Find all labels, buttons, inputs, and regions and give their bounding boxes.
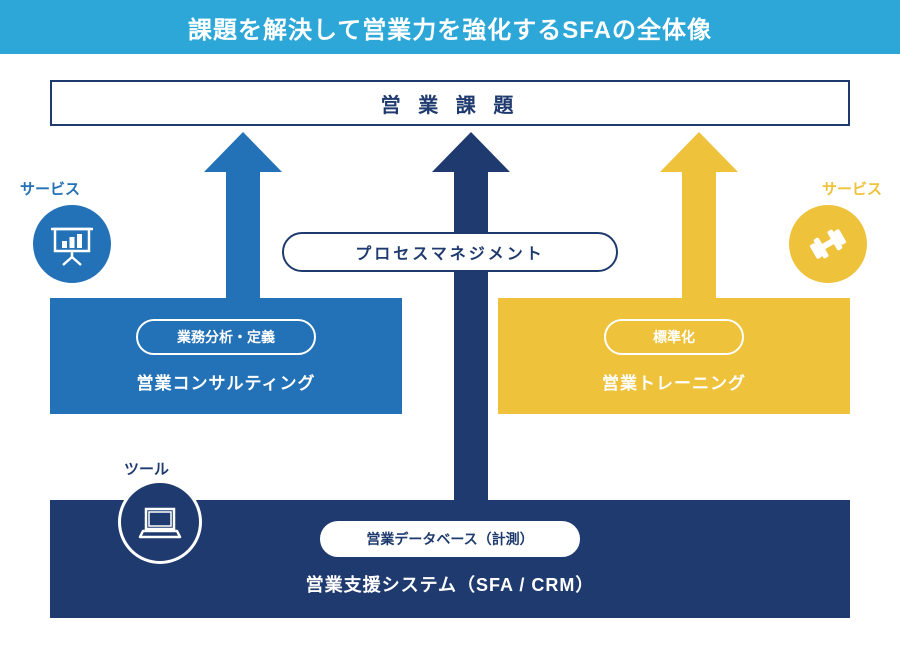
system-title: 営業支援システム（SFA / CRM） <box>306 571 595 597</box>
arrow-center-head <box>432 132 510 172</box>
arrow-right <box>660 132 738 304</box>
title-bar: 課題を解決して営業力を強化するSFAの全体像 <box>0 0 900 54</box>
issues-box: 営 業 課 題 <box>50 80 850 126</box>
arrow-left-head <box>204 132 282 172</box>
tool-circle <box>118 480 202 564</box>
process-pill: プロセスマネジメント <box>282 232 618 272</box>
consulting-pill: 業務分析・定義 <box>136 319 316 355</box>
training-pill: 標準化 <box>604 319 744 355</box>
service-label-left: サービス <box>20 178 80 199</box>
title-text: 課題を解決して営業力を強化するSFAの全体像 <box>188 10 712 45</box>
process-pill-text: プロセスマネジメント <box>355 240 545 264</box>
dumbbell-icon <box>803 219 853 269</box>
arrow-right-head <box>660 132 738 172</box>
presentation-chart-icon <box>49 221 95 267</box>
arrow-right-shaft <box>682 172 716 304</box>
arrow-center-shaft <box>454 172 488 502</box>
tool-label: ツール <box>124 458 169 479</box>
training-block: 標準化 営業トレーニング <box>498 298 850 414</box>
consulting-title: 営業コンサルティング <box>137 369 316 394</box>
laptop-icon <box>135 497 185 547</box>
system-pill: 営業データベース（計測） <box>320 521 580 557</box>
arrow-left-shaft <box>226 172 260 304</box>
training-title: 営業トレーニング <box>602 369 746 394</box>
service-label-right: サービス <box>822 178 882 199</box>
service-left-circle <box>30 202 114 286</box>
arrow-left <box>204 132 282 304</box>
consulting-block: 業務分析・定義 営業コンサルティング <box>50 298 402 414</box>
service-right-circle <box>786 202 870 286</box>
issues-box-text: 営 業 課 題 <box>381 89 520 118</box>
